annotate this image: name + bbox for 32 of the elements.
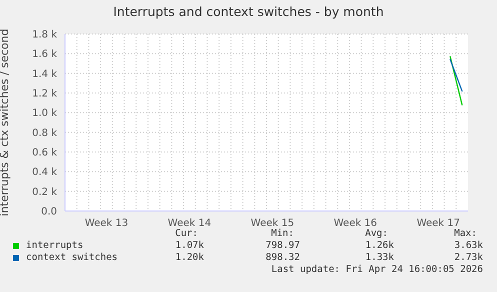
text: 1.07k	[175, 240, 204, 251]
text: Avg:	[365, 228, 388, 239]
text: Min:	[271, 228, 294, 239]
y-tick-label: 1.8 k	[32, 30, 58, 41]
text: 898.32	[266, 252, 300, 263]
text: 1.33k	[365, 252, 394, 263]
text: Last update: Fri Apr 24 16:00:05 2026	[271, 264, 483, 275]
legend-label: context switches	[26, 252, 118, 263]
y-tick-label: 0.8 k	[32, 128, 58, 139]
x-tick-label: Week 13	[84, 218, 128, 230]
text: 3.63k	[454, 240, 483, 251]
legend-label: interrupts	[26, 240, 84, 251]
y-axis-title: interrupts & ctx switches / second	[0, 28, 11, 216]
text: 2.73k	[454, 252, 483, 263]
x-tick-label: Week 17	[416, 218, 460, 230]
x-tick-label: Week 14	[168, 218, 212, 230]
text: Cur:	[175, 228, 198, 239]
text: 1.26k	[365, 240, 394, 251]
y-tick-label: 1.0 k	[32, 108, 58, 120]
y-tick-label: 1.4 k	[32, 68, 58, 80]
text: 798.97	[266, 240, 300, 251]
y-tick-label: 0.4 k	[32, 167, 58, 178]
y-tick-label: 0.0	[41, 206, 57, 218]
text: Max:	[454, 228, 477, 239]
chart-title: Interrupts and context switches - by month	[112, 4, 385, 19]
y-tick-label: 0.6 k	[32, 148, 58, 159]
x-tick-label: Week 15	[250, 218, 294, 230]
y-tick-label: 0.2 k	[32, 186, 58, 198]
y-tick-label: 1.6 k	[32, 49, 58, 60]
text: 1.20k	[175, 252, 204, 263]
y-tick-label: 1.2 k	[32, 88, 58, 100]
x-tick-label: Week 16	[334, 218, 378, 230]
